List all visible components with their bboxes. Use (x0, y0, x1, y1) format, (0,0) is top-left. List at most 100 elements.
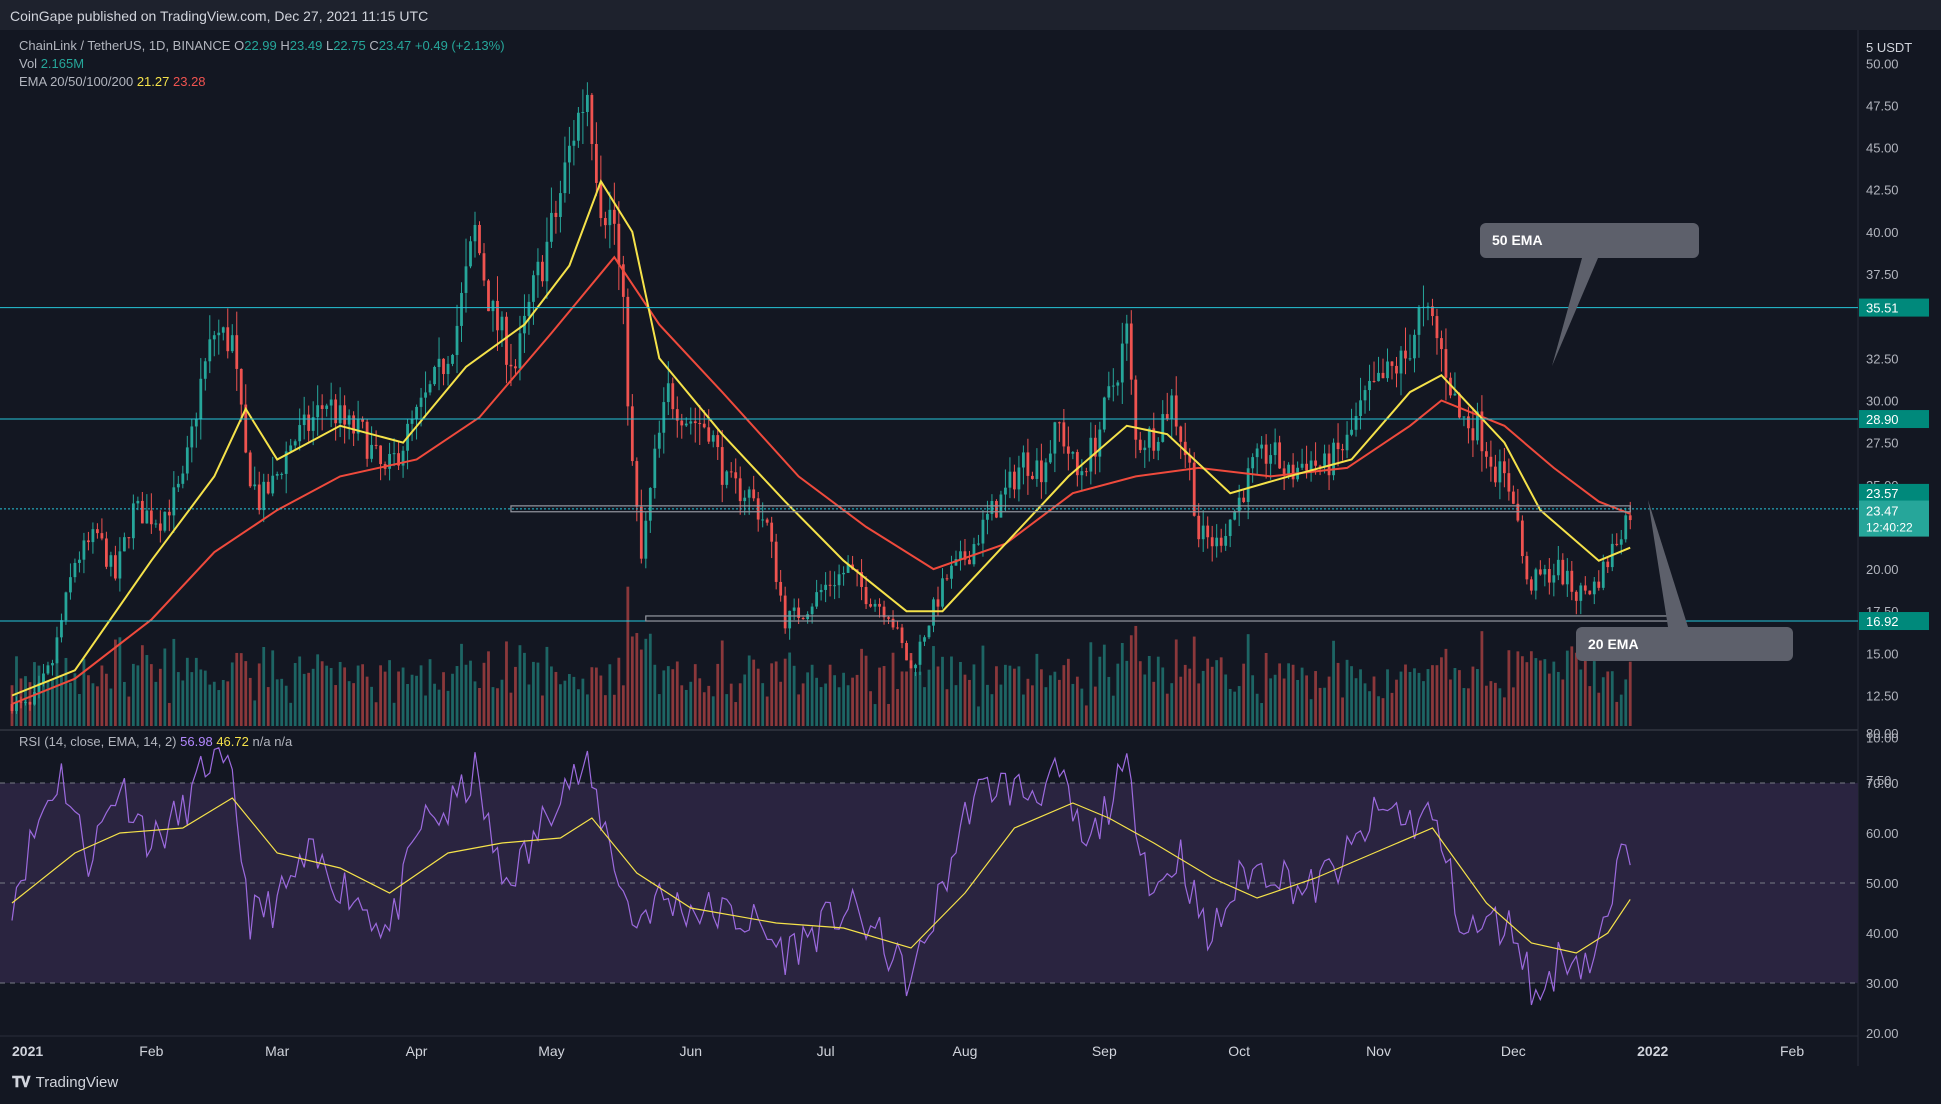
volume-bar (590, 667, 594, 726)
candle-body (936, 599, 940, 607)
candle-body (1152, 428, 1156, 451)
candle-body (824, 584, 828, 590)
volume-bar (383, 671, 387, 726)
candle-body (675, 409, 679, 421)
candle-body (388, 453, 391, 469)
candle-body (1228, 519, 1232, 537)
candle-body (914, 664, 917, 669)
candle-body (891, 618, 895, 628)
tradingview-brand[interactable]: 𝐓𝐕 TradingView (12, 1074, 118, 1091)
rsi-value: 56.98 (180, 734, 213, 749)
tag-23-57: 23.57 (1866, 486, 1899, 501)
volume-bar (1152, 681, 1156, 726)
volume-bar (1084, 705, 1088, 726)
volume-bar (1233, 691, 1237, 726)
rsi-tick-label: 40.00 (1866, 926, 1899, 941)
volume-bar (1138, 661, 1142, 726)
symbol-row[interactable]: ChainLink / TetherUS, 1D, BINANCE O22.99… (19, 37, 505, 55)
price-tick-label: 15.00 (1866, 646, 1899, 661)
high-value: 23.49 (289, 38, 323, 53)
candle-body (10, 703, 14, 712)
volume-bar (532, 661, 535, 726)
volume-bar (972, 664, 976, 726)
candle-body (1269, 455, 1273, 464)
candle-body (69, 577, 72, 593)
candle-body (1210, 537, 1214, 547)
volume-bar (891, 652, 895, 726)
candle-body (1426, 306, 1430, 308)
candle-body (60, 620, 63, 638)
candle-body (46, 665, 50, 674)
volume-bar (293, 663, 297, 726)
volume-row[interactable]: Vol 2.165M (19, 55, 505, 73)
candle-body (896, 627, 899, 629)
volume-bar (253, 700, 257, 726)
volume-bar (298, 656, 302, 726)
volume-bar (311, 668, 315, 726)
volume-bar (1417, 672, 1421, 726)
candle-body (64, 592, 68, 621)
volume-bar (698, 678, 702, 726)
candle-body (761, 519, 765, 521)
candle-body (1386, 361, 1389, 379)
volume-bar (1116, 663, 1120, 726)
volume-bar (442, 672, 445, 726)
candle-body (1305, 463, 1308, 471)
volume-bar (594, 667, 598, 726)
volume-bar (1035, 653, 1039, 726)
candle-body (428, 384, 432, 393)
volume-bar (675, 661, 679, 726)
candle-body (1381, 372, 1385, 379)
candle-body (1080, 471, 1084, 476)
candle-body (1570, 570, 1574, 592)
candle-body (1300, 463, 1304, 468)
volume-bar (738, 683, 742, 726)
volume-bar (140, 645, 144, 726)
volume-bar (932, 646, 935, 726)
volume-bar (963, 674, 967, 726)
ema-label[interactable]: EMA 20/50/100/200 (19, 74, 134, 89)
ema50-callout[interactable]: 50 EMA (1480, 223, 1699, 258)
rsi-legend[interactable]: RSI (14, close, EMA, 14, 2) 56.98 46.72 … (19, 734, 292, 749)
volume-bar (1592, 661, 1596, 726)
volume-bar (523, 652, 526, 726)
rsi-tick-label: 30.00 (1866, 976, 1899, 991)
candle-body (599, 182, 603, 219)
volume-bar (981, 645, 985, 726)
volume-bar (1516, 651, 1520, 726)
volume-bar (1228, 688, 1232, 726)
volume-bar (1264, 652, 1268, 726)
candle-body (1489, 456, 1493, 467)
close-value: 23.47 (378, 38, 412, 53)
candle-body (806, 614, 810, 620)
volume-bar (203, 670, 207, 726)
publisher-text: CoinGape published on TradingView.com, D… (10, 8, 429, 24)
candle-body (680, 420, 684, 426)
candle-body (271, 475, 275, 494)
volume-bar (343, 667, 347, 726)
symbol-label[interactable]: ChainLink / TetherUS, 1D, BINANCE (19, 38, 231, 53)
volume-bar (1498, 688, 1502, 726)
volume-bar (1008, 665, 1012, 726)
volume-bar (828, 664, 832, 726)
publisher-bar: CoinGape published on TradingView.com, D… (0, 0, 1941, 30)
candle-body (1179, 426, 1183, 442)
volume-bar (158, 668, 162, 726)
candle-body (145, 510, 149, 524)
candle-body (1215, 537, 1219, 547)
volume-bar (469, 660, 472, 726)
candle-body (397, 453, 400, 466)
volume-bar (900, 671, 904, 726)
volume-bar (1004, 664, 1007, 726)
volume-label[interactable]: Vol (19, 56, 38, 71)
ema20-callout[interactable]: 20 EMA (1576, 627, 1793, 661)
candle-body (873, 603, 877, 607)
rsi-label[interactable]: RSI (14, close, EMA, 14, 2) (19, 734, 177, 749)
ema-row[interactable]: EMA 20/50/100/200 21.27 23.28 (19, 73, 505, 91)
volume-bar (788, 652, 792, 726)
time-tick-label: Mar (265, 1043, 289, 1059)
volume-bar (1453, 668, 1457, 726)
candle-body (671, 383, 675, 410)
candle-body (1399, 350, 1403, 374)
